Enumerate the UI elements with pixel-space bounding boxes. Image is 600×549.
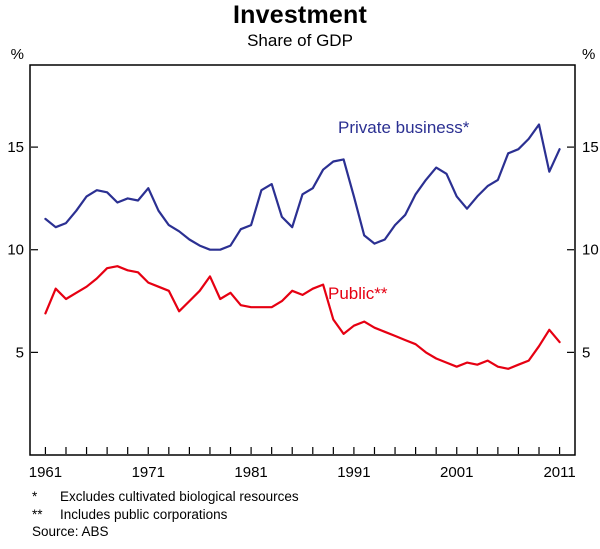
footnotes: * Excludes cultivated biological resource…: [32, 488, 592, 541]
y-tick-label-right: 10: [582, 242, 599, 259]
footnote-marker: **: [32, 506, 43, 522]
chart-subtitle: Share of GDP: [247, 31, 353, 50]
x-tick-label: 1981: [234, 464, 267, 481]
y-unit-left: %: [11, 46, 24, 63]
source-note: Source: ABS: [32, 524, 109, 539]
x-tick-label: 2011: [543, 464, 575, 481]
chart-title: Investment: [233, 1, 367, 29]
plot-frame: [29, 64, 576, 456]
x-tick-label: 1991: [337, 464, 370, 481]
y-tick-label-left: 15: [7, 139, 24, 156]
y-tick-label-left: 5: [16, 344, 24, 361]
footnote-row: ** Includes public corporations: [32, 506, 592, 524]
y-tick-label-right: 15: [582, 139, 599, 156]
y-tick-label-left: 10: [7, 242, 24, 259]
x-tick-label: 1961: [29, 464, 62, 481]
x-tick-label: 2001: [440, 464, 473, 481]
public-series-label: Public**: [328, 284, 388, 303]
footnote-text: Excludes cultivated biological resources: [60, 489, 299, 504]
series-line-1: [44, 265, 561, 370]
y-unit-right: %: [582, 46, 595, 63]
footnote-marker: *: [32, 489, 38, 504]
footnote-row: * Excludes cultivated biological resource…: [32, 488, 592, 506]
private-series-label: Private business*: [338, 118, 470, 137]
series-line-0: [44, 123, 561, 251]
footnote-text: Includes public corporations: [60, 506, 228, 522]
x-tick-label: 1971: [132, 464, 165, 481]
y-tick-label-right: 5: [582, 344, 590, 361]
